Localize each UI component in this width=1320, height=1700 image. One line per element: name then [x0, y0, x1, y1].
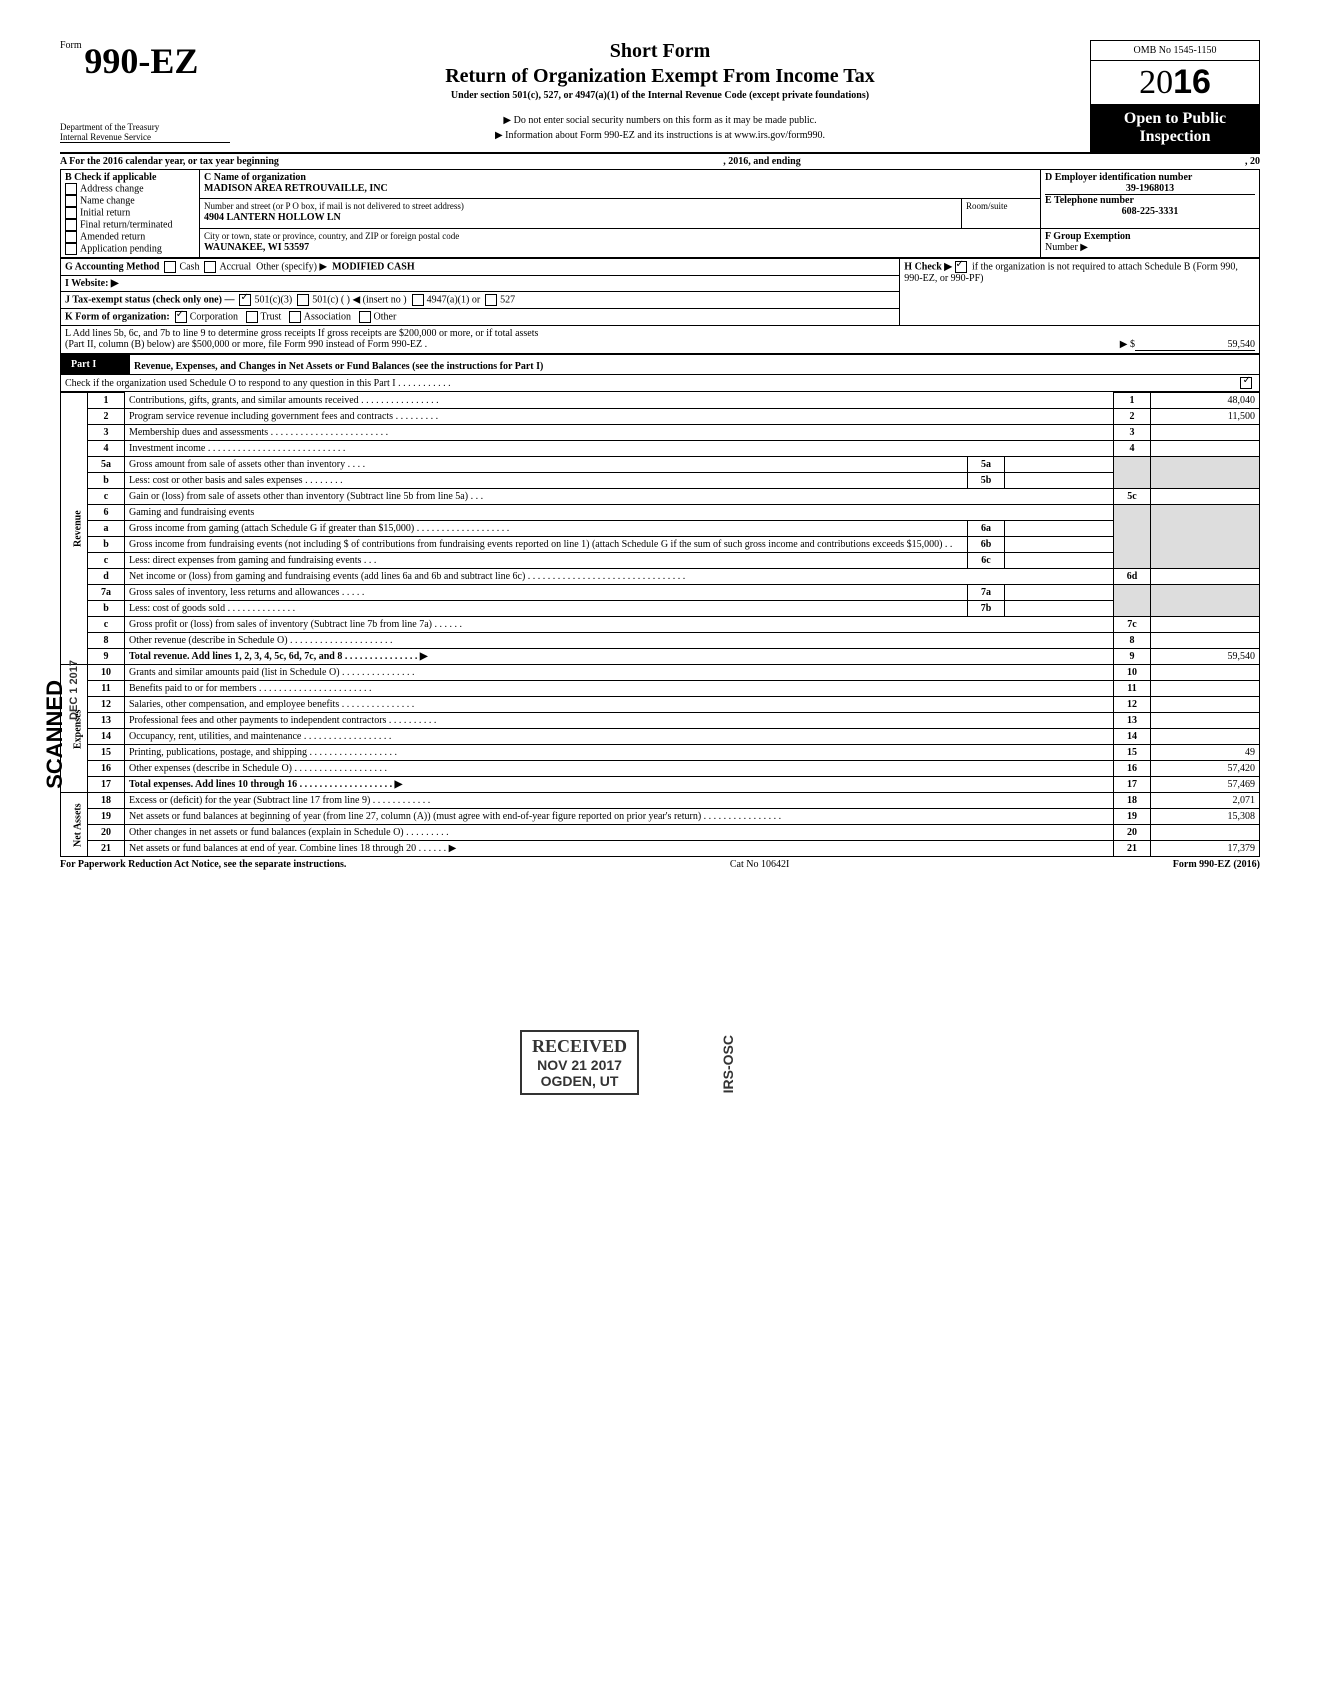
section-f-label: F Group Exemption	[1045, 231, 1131, 242]
received-date: NOV 21 2017	[532, 1057, 627, 1073]
line-17-amt: 57,469	[1151, 777, 1260, 793]
line-1-box: 1	[1114, 393, 1151, 409]
dept-treasury: Department of the Treasury	[60, 122, 230, 132]
gk-table: G Accounting Method Cash Accrual Other (…	[60, 258, 1260, 326]
section-e-label: E Telephone number	[1045, 195, 1134, 206]
check-other-org[interactable]	[359, 311, 371, 323]
footer: For Paperwork Reduction Act Notice, see …	[60, 859, 1260, 870]
check-amended[interactable]	[65, 231, 77, 243]
section-g-label: G Accounting Method	[65, 261, 159, 272]
check-assoc[interactable]	[289, 311, 301, 323]
check-name-change[interactable]	[65, 195, 77, 207]
expenses-side-label: Expenses	[61, 665, 88, 793]
irs-osc-stamp: IRS-OSC	[720, 1035, 736, 1093]
subtitle: Under section 501(c), 527, or 4947(a)(1)…	[230, 90, 1090, 101]
check-address-change[interactable]	[65, 183, 77, 195]
net-assets-side-label: Net Assets	[61, 793, 88, 857]
check-trust[interactable]	[246, 311, 258, 323]
check-corp[interactable]	[175, 311, 187, 323]
line-1-num: 1	[88, 393, 125, 409]
section-l-line2: (Part II, column (B) below) are $500,000…	[65, 339, 427, 351]
year-box: OMB No 1545-1150 2016 Open to PublicInsp…	[1090, 40, 1260, 152]
city-label: City or town, state or province, country…	[204, 231, 459, 241]
phone-value: 608-225-3331	[1045, 206, 1255, 217]
lines-table: Revenue 1 Contributions, gifts, grants, …	[60, 392, 1260, 857]
title-block: Short Form Return of Organization Exempt…	[230, 40, 1090, 141]
section-h-label: H Check ▶	[904, 261, 952, 272]
form-number-block: Form 990-EZ Department of the Treasury I…	[60, 40, 230, 143]
section-b-label: B Check if applicable	[65, 172, 156, 183]
section-c-label: C Name of organization	[204, 172, 306, 183]
check-schedule-b[interactable]	[955, 261, 967, 273]
line-1-amt: 48,040	[1151, 393, 1260, 409]
part-i-header: Part I Revenue, Expenses, and Changes in…	[60, 354, 1260, 392]
line-1-desc: Contributions, gifts, grants, and simila…	[125, 393, 1114, 409]
footer-mid: Cat No 10642I	[730, 859, 789, 870]
form-number: 990-EZ	[84, 41, 198, 81]
received-text: RECEIVED	[532, 1036, 627, 1057]
org-name: MADISON AREA RETROUVAILLE, INC	[204, 183, 388, 194]
short-form-label: Short Form	[230, 40, 1090, 63]
check-schedule-o[interactable]	[1240, 377, 1252, 389]
check-527[interactable]	[485, 294, 497, 306]
part-i-title: Revenue, Expenses, and Changes in Net As…	[134, 361, 543, 372]
section-i-label: I Website: ▶	[65, 278, 119, 289]
check-initial-return[interactable]	[65, 207, 77, 219]
line-19-amt: 15,308	[1151, 809, 1260, 825]
section-k-label: K Form of organization:	[65, 311, 170, 322]
dept-irs: Internal Revenue Service	[60, 132, 230, 142]
line-21-amt: 17,379	[1151, 841, 1260, 857]
footer-right: Form 990-EZ (2016)	[1173, 859, 1260, 870]
section-l-line1: L Add lines 5b, 6c, and 7b to line 9 to …	[65, 328, 1255, 339]
omb-number: OMB No 1545-1150	[1090, 40, 1260, 61]
open-to-public: Open to PublicInspection	[1090, 104, 1260, 152]
room-label: Room/suite	[966, 201, 1008, 211]
schedule-o-check-text: Check if the organization used Schedule …	[65, 378, 451, 389]
line-2-amt: 11,500	[1151, 409, 1260, 425]
part-i-label: Part I	[65, 357, 102, 372]
form-header: Form 990-EZ Department of the Treasury I…	[60, 40, 1260, 152]
check-app-pending[interactable]	[65, 243, 77, 255]
line-16-amt: 57,420	[1151, 761, 1260, 777]
section-f-label2: Number ▶	[1045, 242, 1088, 253]
main-title: Return of Organization Exempt From Incom…	[230, 65, 1090, 88]
received-location: OGDEN, UT	[532, 1073, 627, 1089]
check-cash[interactable]	[164, 261, 176, 273]
section-l-arrow: ▶ $	[1120, 339, 1135, 351]
ein-value: 39-1968013	[1045, 183, 1255, 194]
form-prefix: Form	[60, 40, 82, 51]
accounting-value: MODIFIED CASH	[332, 261, 415, 272]
section-a-label: A For the 2016 calendar year, or tax yea…	[60, 156, 279, 167]
identity-table: B Check if applicable Address change Nam…	[60, 169, 1260, 258]
check-501c[interactable]	[297, 294, 309, 306]
line-18-amt: 2,071	[1151, 793, 1260, 809]
check-4947[interactable]	[412, 294, 424, 306]
received-stamp: RECEIVED NOV 21 2017 OGDEN, UT	[520, 1030, 639, 1095]
instr-2: ▶ Information about Form 990-EZ and its …	[230, 130, 1090, 141]
section-a-mid: , 2016, and ending	[723, 156, 801, 167]
footer-left: For Paperwork Reduction Act Notice, see …	[60, 859, 346, 870]
revenue-side-label: Revenue	[61, 393, 88, 665]
gross-receipts-amount: 59,540	[1135, 339, 1255, 351]
section-j-label: J Tax-exempt status (check only one) —	[65, 294, 234, 305]
line-15-amt: 49	[1151, 745, 1260, 761]
city-value: WAUNAKEE, WI 53597	[204, 242, 309, 253]
section-d-label: D Employer identification number	[1045, 172, 1192, 183]
check-501c3[interactable]	[239, 294, 251, 306]
instr-1: ▶ Do not enter social security numbers o…	[230, 115, 1090, 126]
section-a-end: , 20	[1245, 156, 1260, 167]
line-9-amt: 59,540	[1151, 649, 1260, 665]
check-final-return[interactable]	[65, 219, 77, 231]
tax-year: 2016	[1090, 61, 1260, 104]
check-accrual[interactable]	[204, 261, 216, 273]
addr-label: Number and street (or P O box, if mail i…	[204, 201, 464, 211]
addr-value: 4904 LANTERN HOLLOW LN	[204, 212, 341, 223]
